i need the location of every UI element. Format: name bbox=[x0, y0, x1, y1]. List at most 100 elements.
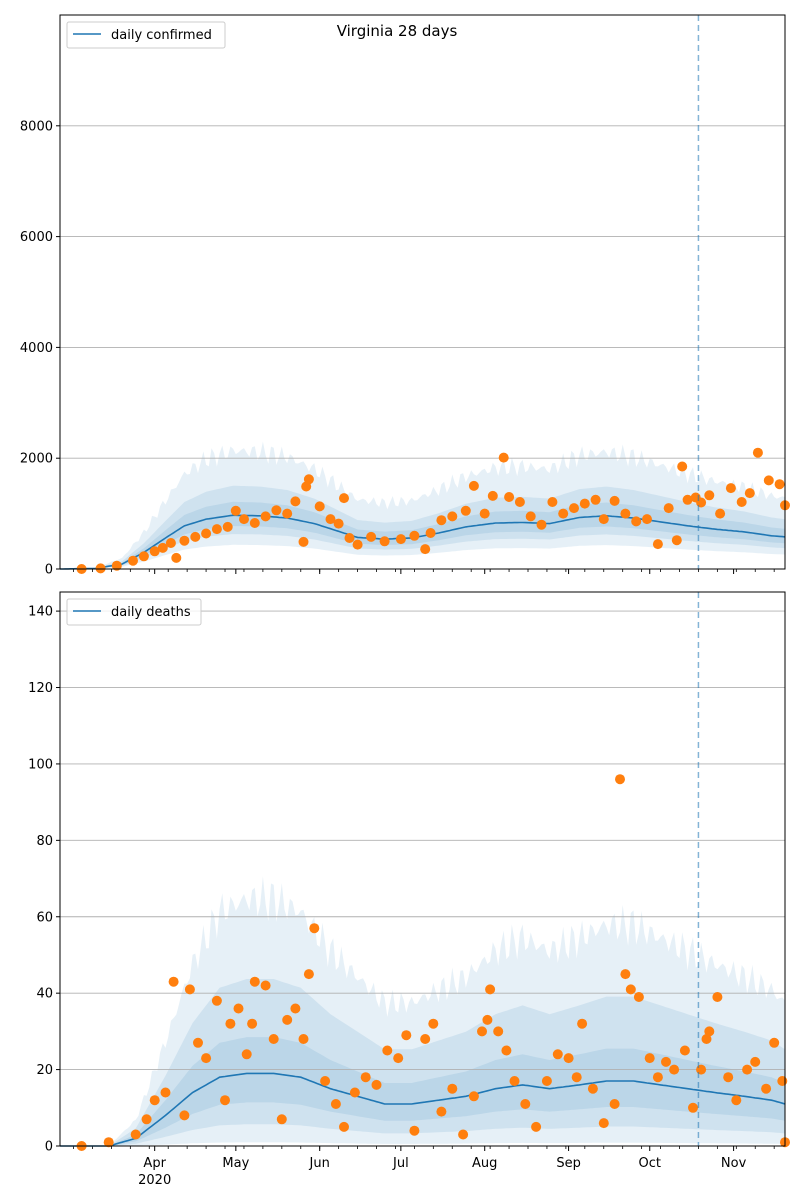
confirmed-chart-panel: 0 2000 4000 6000 8000 daily confirmed Virgin… bbox=[20, 14, 790, 578]
data-point bbox=[715, 508, 726, 519]
y-tick-label: 100 bbox=[28, 757, 53, 772]
data-point bbox=[241, 1049, 252, 1060]
data-point bbox=[298, 1034, 309, 1044]
data-point bbox=[420, 544, 431, 555]
data-point bbox=[165, 538, 176, 548]
grid-lines bbox=[60, 125, 785, 459]
uncertainty-band bbox=[60, 876, 785, 1146]
data-point bbox=[103, 1137, 114, 1148]
data-point bbox=[536, 519, 547, 530]
data-point bbox=[679, 1045, 690, 1056]
data-point bbox=[458, 1129, 469, 1140]
uncertainty-bands bbox=[60, 876, 785, 1146]
data-point bbox=[661, 1056, 671, 1067]
data-point bbox=[577, 1018, 588, 1029]
data-point bbox=[325, 514, 336, 525]
x-year-label: 2020 bbox=[138, 1173, 171, 1188]
legend-box bbox=[66, 598, 202, 626]
data-point bbox=[688, 1102, 698, 1113]
deaths-chart-panel: 0 20 40 60 80 100 120 140 Apr May Jun Jul Aug Sep Oct… bbox=[28, 591, 790, 1188]
y-tick-label: 80 bbox=[36, 834, 53, 849]
uncertainty-band bbox=[60, 485, 785, 569]
data-point bbox=[752, 447, 763, 458]
data-point bbox=[501, 1045, 512, 1056]
data-point bbox=[230, 505, 241, 516]
data-point bbox=[276, 1114, 287, 1125]
data-point bbox=[428, 1018, 439, 1029]
data-point bbox=[736, 497, 747, 507]
data-point bbox=[138, 551, 149, 562]
x-tick-label: Aug bbox=[472, 1156, 497, 1171]
data-point bbox=[615, 774, 625, 785]
data-point bbox=[485, 984, 496, 995]
data-point bbox=[731, 1095, 742, 1106]
data-point bbox=[609, 495, 620, 506]
observed-points bbox=[76, 447, 790, 574]
data-point bbox=[409, 530, 420, 541]
data-point bbox=[587, 1083, 598, 1094]
axes-frame bbox=[59, 591, 786, 1147]
data-point bbox=[696, 1064, 707, 1075]
model-line bbox=[60, 1072, 786, 1147]
data-point bbox=[179, 1110, 190, 1121]
data-point bbox=[309, 923, 320, 934]
y-tick-label: 40 bbox=[36, 987, 53, 1002]
data-point bbox=[447, 1083, 458, 1094]
data-point bbox=[190, 531, 201, 542]
data-point bbox=[339, 493, 349, 504]
legend: daily confirmed bbox=[66, 21, 226, 49]
data-point bbox=[303, 969, 314, 980]
data-point bbox=[723, 1072, 734, 1083]
x-tick-label: Jul bbox=[392, 1156, 409, 1171]
data-point bbox=[436, 1106, 447, 1117]
data-point bbox=[290, 1003, 301, 1014]
data-point bbox=[239, 514, 249, 525]
x-tick-label: Nov bbox=[721, 1156, 747, 1171]
data-point bbox=[282, 508, 293, 519]
data-point bbox=[260, 511, 271, 522]
data-point bbox=[330, 1099, 341, 1109]
data-point bbox=[663, 503, 674, 514]
data-point bbox=[625, 984, 636, 995]
observed-points bbox=[76, 774, 790, 1151]
data-point bbox=[184, 984, 195, 995]
legend-label: daily confirmed bbox=[111, 28, 212, 43]
uncertainty-band bbox=[60, 441, 785, 569]
data-point bbox=[130, 1129, 141, 1140]
data-point bbox=[247, 1018, 258, 1029]
data-point bbox=[701, 1034, 712, 1044]
data-point bbox=[509, 1076, 520, 1086]
data-point bbox=[249, 518, 260, 528]
data-point bbox=[290, 496, 301, 507]
data-point bbox=[460, 505, 471, 516]
data-point bbox=[160, 1087, 171, 1098]
data-point bbox=[314, 501, 325, 512]
y-tick-label: 2000 bbox=[20, 452, 53, 467]
legend-box bbox=[66, 21, 226, 49]
legend: daily deaths bbox=[66, 598, 202, 626]
data-point bbox=[193, 1037, 203, 1048]
y-tick-label: 0 bbox=[45, 1140, 53, 1155]
data-point bbox=[682, 494, 693, 505]
data-point bbox=[609, 1099, 620, 1109]
data-point bbox=[777, 1076, 788, 1086]
data-point bbox=[552, 1049, 563, 1060]
data-point bbox=[339, 1121, 349, 1132]
data-point bbox=[352, 539, 363, 550]
data-point bbox=[349, 1087, 360, 1098]
x-tick-label: Jun bbox=[309, 1156, 330, 1171]
data-point bbox=[669, 1064, 680, 1075]
data-point bbox=[487, 490, 498, 501]
data-point bbox=[631, 516, 642, 527]
data-point bbox=[558, 508, 569, 519]
chart-title: Virginia 28 days bbox=[337, 22, 458, 40]
data-point bbox=[477, 1026, 487, 1037]
data-point bbox=[282, 1014, 293, 1025]
data-point bbox=[744, 488, 755, 499]
y-tick-label: 120 bbox=[28, 681, 53, 696]
x-tick-label: Oct bbox=[638, 1156, 660, 1171]
data-point bbox=[642, 514, 652, 525]
data-point bbox=[704, 1026, 715, 1037]
data-point bbox=[344, 533, 355, 543]
